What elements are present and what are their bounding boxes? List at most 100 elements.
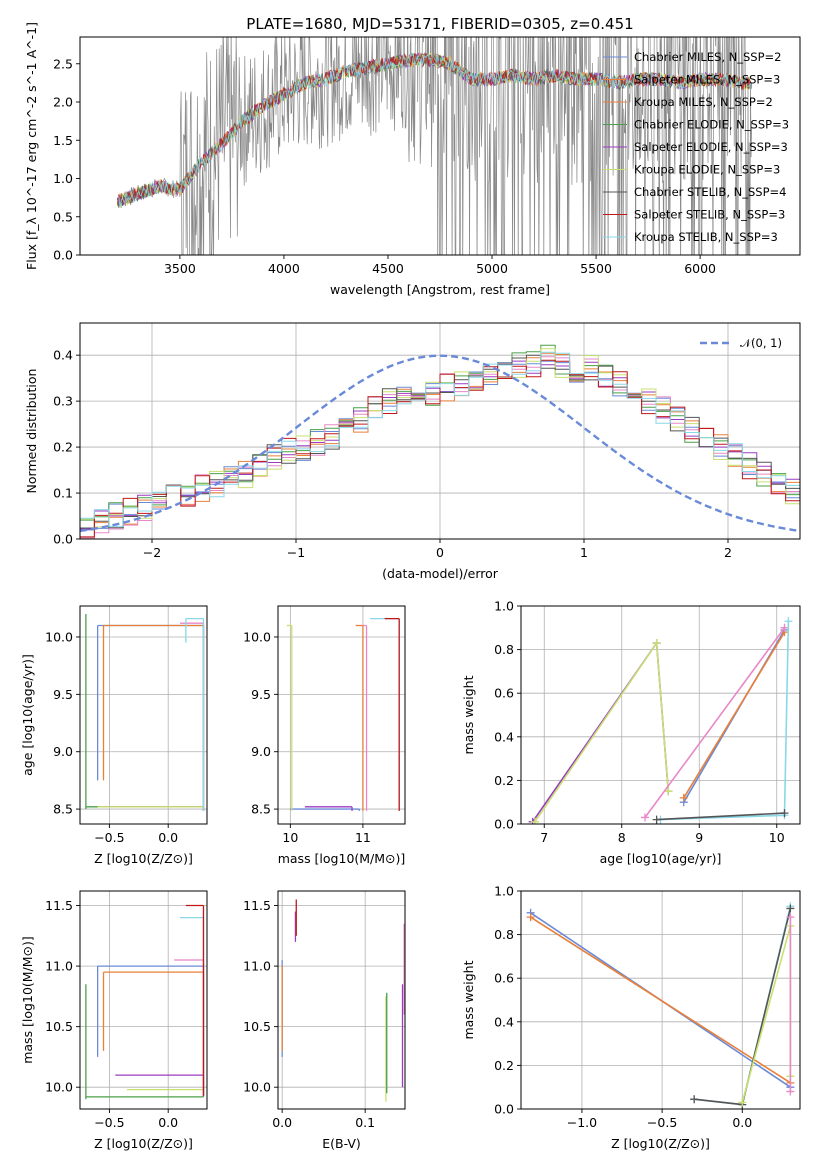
legend-label: Kroupa ELODIE, N_SSP=3 [634,163,780,177]
y-axis-label: age [log10(age/yr)] [20,654,35,776]
y-tick-label: 0.1 [53,486,73,501]
x-tick-label: 0.0 [158,1115,178,1130]
legend-label: Chabrier ELODIE, N_SSP=3 [634,118,789,132]
weight-line [660,621,790,821]
axes-frame [79,605,208,825]
weight-marker [526,913,535,922]
normal-curve [80,354,800,533]
plot-area-mass-vs-EBV [278,891,405,1109]
weight-marker [652,639,661,648]
y-tick-label: 0.4 [53,348,73,363]
y-tick-label: 11.0 [45,959,73,974]
y-tick-label: 10.0 [243,1080,271,1095]
y-tick-label: 0.0 [53,248,73,263]
weight-marker [780,623,789,632]
plot-area-mass-weight-vs-age [521,606,800,824]
x-tick-label: 4000 [268,261,300,276]
x-tick-label: −0.5 [94,830,124,845]
model-series-line [117,52,753,206]
chart-mass-weight-vs-age: 7 8 9 10 0.0 0.2 0.4 0.6 0.8 1.0 age [log10(age/yr… [461,599,801,866]
histogram-series [80,359,800,538]
y-tick-label: 0.2 [494,773,514,788]
weight-marker [786,904,795,913]
y-tick-label: 10.0 [45,1080,73,1095]
x-axis-label: Z [log10(Z/Z⊙)] [611,1136,710,1151]
x-axis-label: age [log10(age/yr)] [600,851,722,866]
x-tick-label: 0.0 [732,1115,752,1130]
chart-age-vs-mass: 10 11 8.5 9.0 9.5 10.0 mass [log10(M/M⊙)] [243,605,406,866]
legend-label: 𝒩(0, 1) [740,336,782,350]
weight-marker [786,913,795,922]
x-tick-label: −0.5 [94,1115,124,1130]
y-tick-label: 1.0 [53,171,73,186]
x-tick-label: −0.5 [647,1115,677,1130]
x-axis-label: wavelength [Angstrom, rest frame] [330,282,550,297]
weight-marker [664,787,673,796]
y-tick-label: 0.5 [53,209,73,224]
y-tick-label: 10.0 [243,629,271,644]
y-tick-label: 0.0 [494,817,514,832]
weight-line [530,916,791,1084]
x-tick-label: 9 [695,830,703,845]
axes-frame [277,890,406,1110]
plot-area-age-vs-mass [278,606,405,824]
histogram-series [80,351,800,527]
chart-mass-vs-EBV: 0.0 0.1 10.0 10.5 11.0 11.5 E(B-V) [243,890,406,1151]
chart-mass-weight-vs-Z: −1.0 −0.5 0.0 0.0 0.2 0.4 0.6 0.8 1.0 Z [log10(Z/… [461,884,801,1151]
y-tick-label: 0.8 [494,642,514,657]
y-tick-label: 0.4 [494,1014,514,1029]
plot-area-age-vs-Z [80,606,207,824]
y-tick-label: 9.5 [53,687,73,702]
axes-frame [520,890,801,1110]
y-tick-label: 0.0 [53,532,73,547]
x-tick-label: 0.0 [272,1115,292,1130]
y-tick-label: 9.0 [251,744,271,759]
y-tick-label: 2.0 [53,95,73,110]
y-tick-label: 2.5 [53,56,73,71]
x-tick-label: 11 [355,830,371,845]
weight-marker [690,1095,699,1104]
chart-residuals: 𝒩(0, 1) −2 −1 0 1 2 0.0 0.1 0.2 0.3 0.4 (data-model… [24,322,801,581]
y-tick-label: 11.5 [45,898,73,913]
x-tick-label: −1 [287,545,305,560]
weight-line [741,925,792,1103]
axes-frame [79,36,801,256]
x-tick-label: 5500 [580,261,612,276]
y-tick-label: 1.0 [494,884,514,899]
chart-age-vs-Z: −0.5 0.0 8.5 9.0 9.5 10.0 Z [log10(Z/Z⊙)] age [… [20,605,208,866]
y-axis-label: Flux [f_λ 10^-17 erg cm^-2 s^-1 A^-1] [24,22,39,270]
model-series-line [117,52,753,207]
y-axis-label: mass [log10(M/M⊙)] [20,936,35,1064]
y-tick-label: 11.0 [243,959,271,974]
plot-area-residuals [80,323,800,539]
weight-line [644,627,786,818]
legend-label: Salpeter MILES, N_SSP=3 [634,73,780,87]
y-axis-label: mass weight [461,675,476,754]
chart-spectrum: Chabrier MILES, N_SSP=2 Salpeter MILES, N… [24,22,801,297]
y-tick-label: 10.5 [45,1019,73,1034]
plot-area-mass-vs-Z [80,891,207,1109]
legend-label: Kroupa MILES, N_SSP=2 [634,95,773,109]
y-tick-label: 10.0 [45,629,73,644]
weight-marker [652,815,661,824]
y-tick-label: 1.0 [494,599,514,614]
plot-area-spectrum [117,37,753,255]
y-tick-label: 0.0 [494,1102,514,1117]
y-tick-label: 0.6 [494,971,514,986]
x-tick-label: 8 [618,830,626,845]
y-tick-label: 8.5 [53,802,73,817]
y-tick-label: 0.3 [53,394,73,409]
y-tick-label: 0.8 [494,927,514,942]
y-tick-label: 0.6 [494,686,514,701]
plot-area-mass-weight-vs-Z [521,891,800,1109]
y-tick-label: 0.2 [494,1058,514,1073]
model-series-line [117,52,753,205]
weight-line [656,812,785,821]
axes-frame [277,605,406,825]
weight-marker [679,793,688,802]
y-tick-label: 0.2 [53,440,73,455]
x-tick-label: 10 [769,830,785,845]
x-tick-label: 7 [540,830,548,845]
weight-marker [786,1087,795,1096]
